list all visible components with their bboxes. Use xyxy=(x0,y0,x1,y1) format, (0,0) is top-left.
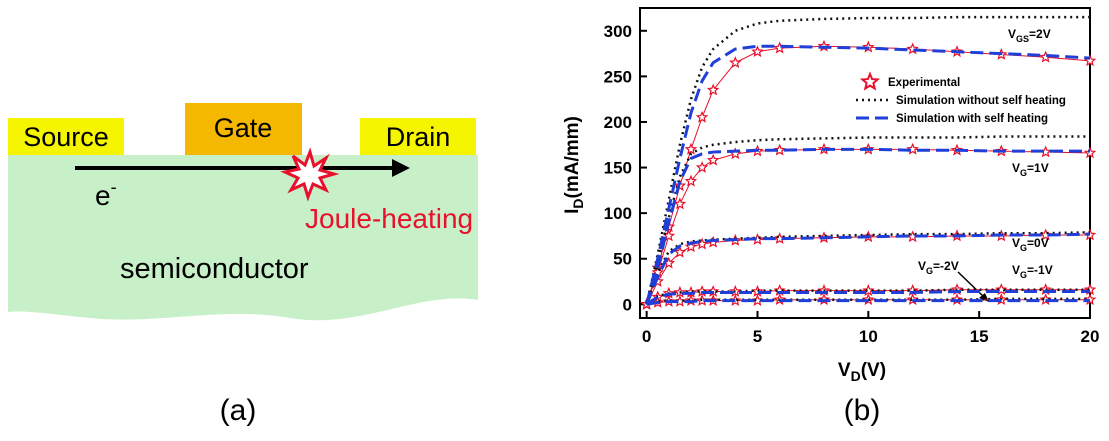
gate-box xyxy=(185,103,302,155)
source-label: Source xyxy=(23,122,109,152)
star-marker xyxy=(706,153,720,166)
caption-b: (b) xyxy=(844,394,881,427)
y-tick-label: 250 xyxy=(604,67,632,86)
legend-label: Simulation with self heating xyxy=(896,113,1048,125)
dashed-curve xyxy=(645,44,1091,305)
x-axis-label: VD(V) xyxy=(838,360,886,384)
y-tick-label: 100 xyxy=(604,204,632,223)
y-label-main: I xyxy=(562,209,583,214)
annotation-rest: =2V xyxy=(1029,27,1051,41)
semiconductor-region xyxy=(8,155,478,321)
caption-a: (a) xyxy=(220,394,257,427)
y-tick-label: 50 xyxy=(613,250,632,269)
annotation-sub: G xyxy=(1020,243,1027,253)
annotation-rest: =-2V xyxy=(933,259,959,273)
curve-annotation: VGS=2V xyxy=(1008,27,1051,44)
x-tick-label: 20 xyxy=(1081,327,1100,346)
annotation-sub: G xyxy=(1020,270,1027,280)
annotation-sub: GS xyxy=(1016,34,1029,44)
annotation-pointer xyxy=(957,271,986,299)
y-label-sub: D xyxy=(570,198,586,208)
curve-annotation: VG=0V xyxy=(1012,236,1049,253)
region-label: semiconductor xyxy=(120,253,309,285)
dashed-curve xyxy=(646,299,1090,306)
star-marker xyxy=(673,245,687,258)
star-marker xyxy=(773,143,786,156)
dotted-curve xyxy=(645,231,1091,305)
x-tick-label: 0 xyxy=(642,327,651,346)
star-marker xyxy=(906,42,919,55)
y-tick-label: 300 xyxy=(604,22,632,41)
drain-box xyxy=(360,118,476,155)
curve-annotation: VG=-1V xyxy=(1012,263,1053,280)
curve-annotation: VG=-2V xyxy=(918,259,959,276)
legend-label: Experimental xyxy=(888,77,960,89)
annotation-rest: =-1V xyxy=(1027,263,1053,277)
annotation-sub: G xyxy=(926,266,933,276)
x-label-rest: (V) xyxy=(861,360,886,381)
y-label-rest: (mA/mm) xyxy=(562,116,583,198)
star-marker xyxy=(706,83,720,96)
legend-marker xyxy=(859,71,881,91)
annotation-rest: =0V xyxy=(1027,236,1049,250)
y-tick-label: 0 xyxy=(623,295,632,314)
plot-frame xyxy=(639,7,1091,319)
gate-label: Gate xyxy=(214,113,273,143)
heating-burst xyxy=(280,147,340,202)
legend-label: Simulation without self heating xyxy=(896,95,1066,107)
annotation-main: V xyxy=(1008,27,1016,41)
electron-label: e- xyxy=(95,177,117,211)
dotted-curve xyxy=(645,15,1090,305)
annotation-rest: =1V xyxy=(1027,161,1049,175)
x-tick-label: 5 xyxy=(753,327,762,346)
dashed-curve xyxy=(645,232,1091,305)
star-marker xyxy=(751,45,764,58)
source-box xyxy=(8,118,124,155)
annotation-main: V xyxy=(1012,236,1020,250)
curve-annotation: VG=1V xyxy=(1012,161,1049,178)
x-label-main: V xyxy=(838,360,851,381)
x-tick-label: 15 xyxy=(970,327,989,346)
arrow-head xyxy=(392,159,410,177)
annotation-main: V xyxy=(1012,161,1020,175)
y-tick-label: 150 xyxy=(604,159,632,178)
x-tick-label: 10 xyxy=(859,327,878,346)
x-label-sub: D xyxy=(851,368,861,384)
star-marker xyxy=(695,110,709,123)
annotation-main: V xyxy=(918,259,926,273)
dashed-curve xyxy=(645,290,1090,306)
star-marker xyxy=(684,142,698,155)
electron-charge: - xyxy=(111,177,117,197)
dashed-curve xyxy=(645,147,1090,305)
star-marker xyxy=(729,56,742,69)
drain-label: Drain xyxy=(386,122,451,152)
star-marker xyxy=(695,161,709,173)
annotation-sub: G xyxy=(1020,168,1027,178)
heating-label: Joule-heating xyxy=(305,203,473,234)
annotation-main: V xyxy=(1012,263,1020,277)
y-tick-label: 200 xyxy=(604,113,632,132)
star-marker xyxy=(684,174,698,187)
y-axis-label: ID(mA/mm) xyxy=(562,116,586,214)
electron-symbol: e xyxy=(95,180,111,211)
star-marker xyxy=(673,197,687,210)
